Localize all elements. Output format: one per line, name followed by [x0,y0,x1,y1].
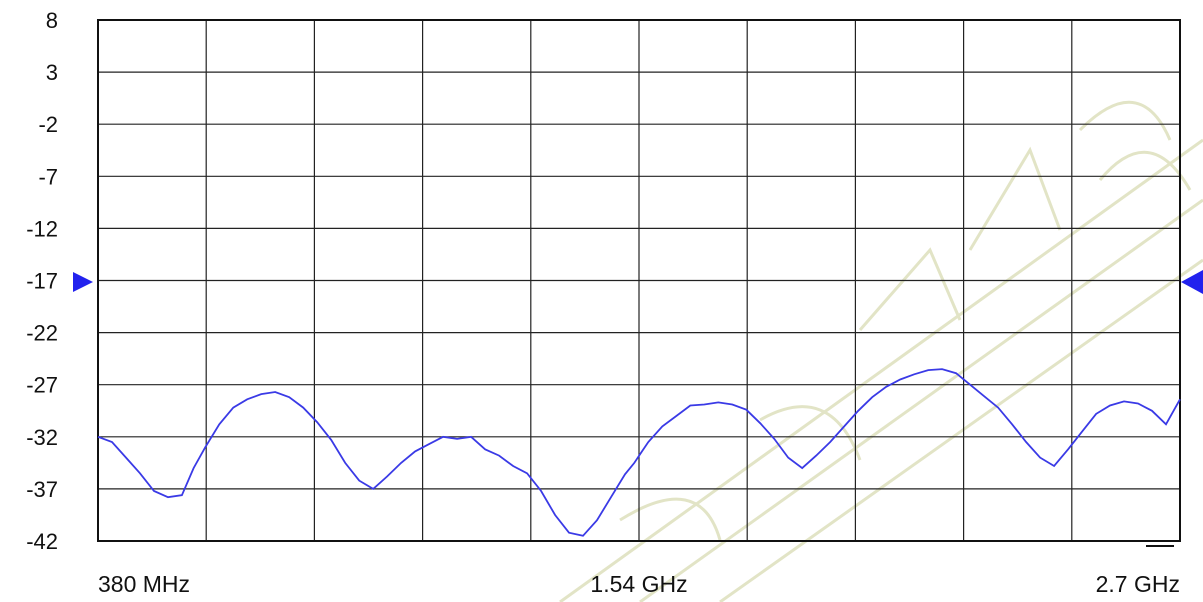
x-tick-label: 380 MHz [98,571,190,597]
x-tick-label: 2.7 GHz [1096,571,1180,597]
y-tick-label: -42 [26,529,58,554]
reference-marker-right-icon[interactable] [1181,270,1203,294]
y-tick-label: -22 [26,321,58,346]
y-tick-label: -37 [26,477,58,502]
y-tick-label: -2 [38,112,58,137]
y-tick-label: -32 [26,425,58,450]
y-tick-label: 3 [46,60,58,85]
y-tick-label: 8 [46,8,58,33]
s11-trace-line [97,368,1181,537]
grid [98,20,1180,541]
y-tick-label: -27 [26,373,58,398]
reference-marker-left-icon[interactable] [73,272,93,292]
x-tick-label: 1.54 GHz [590,571,687,597]
y-tick-label: -17 [26,269,58,294]
y-axis-tick-labels: 8 3 -2 -7 -12 -17 -22 -27 -32 -37 -42 [26,8,58,554]
x-axis-tick-labels: 380 MHz 1.54 GHz 2.7 GHz [98,571,1180,597]
plot-frame [97,19,1181,542]
y-tick-label: -12 [26,216,58,241]
watermark-logo [559,101,1203,602]
y-tick-label: -7 [38,164,58,189]
